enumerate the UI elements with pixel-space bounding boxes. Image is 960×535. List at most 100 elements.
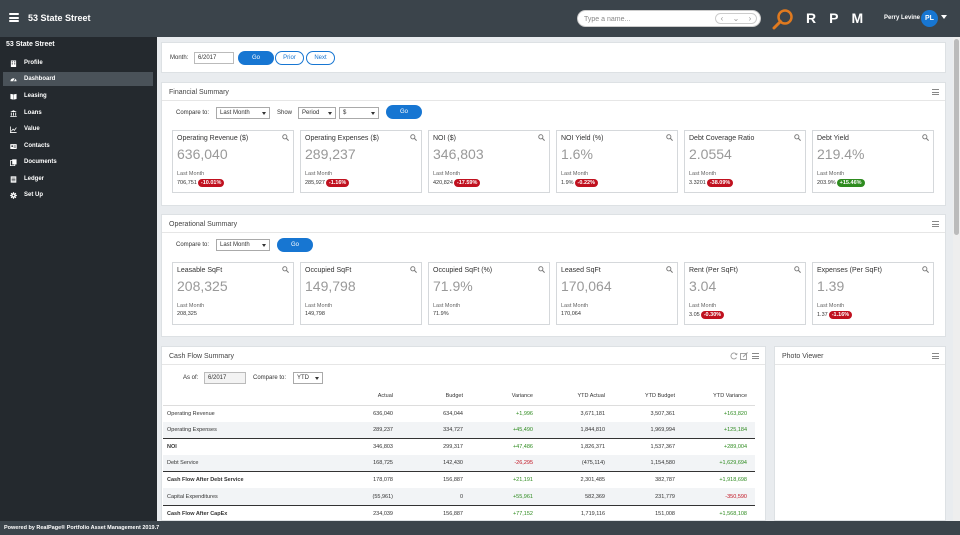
refresh-icon[interactable] [730, 352, 738, 360]
table-row: Capital Expenditures (55,961) 0 +55,961 582,… [163, 488, 755, 506]
kpi-card-value: 149,798 [305, 278, 356, 294]
sidebar-item-setup[interactable]: Set Up [3, 188, 153, 202]
kpi-card-title: Operating Revenue ($) [177, 135, 249, 142]
kpi-card-previous-value: 1.9% [561, 180, 574, 186]
sidebar-item-label: Leasing [24, 93, 47, 99]
operational-go-button[interactable]: Go [277, 238, 313, 252]
search-icon[interactable] [922, 134, 929, 141]
column-header [163, 388, 331, 406]
financial-go-button[interactable]: Go [386, 105, 422, 119]
bank-icon [10, 109, 17, 117]
kpi-card-previous-value: 420,824 [433, 180, 453, 186]
kpi-card: Operating Revenue ($) 636,040 Last Month 70… [172, 130, 294, 193]
avatar[interactable]: PL [921, 10, 938, 27]
table-row: Operating Expenses 289,237 334,727 +45,490 1… [163, 421, 755, 439]
kpi-card-compare-label: Last Month [689, 303, 717, 309]
user-menu-caret-icon[interactable] [941, 15, 947, 19]
panel-menu-icon[interactable] [932, 221, 939, 227]
sidebar-title: 53 State Street [6, 41, 55, 48]
change-badge: -0.30% [700, 311, 725, 319]
kpi-card-previous-value: 149,798 [305, 311, 325, 317]
next-button[interactable]: Next [306, 51, 335, 65]
compare-select[interactable]: Last Month [216, 239, 270, 251]
month-input[interactable]: 6/2017 [194, 52, 234, 64]
search-dropdown-icon[interactable]: ⌄ [732, 13, 740, 23]
sidebar-item-value[interactable]: Value [3, 122, 153, 136]
currency-select[interactable]: $ [339, 107, 379, 119]
panel-menu-icon[interactable] [752, 353, 759, 359]
building-icon [10, 59, 17, 67]
budget-cell: 156,887 [401, 471, 471, 489]
show-select[interactable]: Period [298, 107, 336, 119]
row-label: Capital Expenditures [163, 488, 331, 506]
financial-summary-panel: Financial Summary Compare to: Last Month… [161, 82, 946, 206]
compare-select[interactable]: YTD [293, 372, 323, 384]
search-next-icon[interactable]: › [748, 13, 752, 23]
panel-menu-icon[interactable] [932, 89, 939, 95]
sidebar-item-leasing[interactable]: Leasing [3, 89, 153, 103]
column-header: Budget [401, 388, 471, 406]
change-badge: -17.59% [453, 179, 481, 187]
search-icon[interactable] [282, 266, 289, 273]
kpi-card-previous-value: 170,064 [561, 311, 581, 317]
kpi-card-previous: 208,325 [177, 311, 197, 317]
search-icon[interactable] [410, 134, 417, 141]
kpi-card-title: Occupied SqFt [305, 267, 352, 274]
row-label: Operating Expenses [163, 421, 331, 439]
ytd-variance-cell: +289,004 [683, 437, 755, 456]
operational-summary-panel: Operational Summary Compare to: Last Mon… [161, 214, 946, 337]
kpi-card-title: Rent (Per SqFt) [689, 267, 739, 274]
sidebar-item-profile[interactable]: Profile [3, 56, 153, 70]
column-header: YTD Budget [613, 388, 683, 406]
column-header: Actual [331, 388, 401, 406]
search-icon[interactable] [410, 266, 417, 273]
kpi-card-previous: 285,927 -1.16% [305, 179, 350, 187]
budget-cell: 634,044 [443, 410, 463, 417]
change-badge: +15.46% [836, 179, 865, 187]
search-prev-icon[interactable]: ‹ [720, 13, 724, 23]
table-row: NOI 346,803 299,317 +47,486 1,826,371 1,537,3… [163, 437, 755, 456]
divider [162, 232, 945, 233]
kpi-card-previous-value: 203.9% [817, 180, 836, 186]
page-scrollbar[interactable] [953, 37, 960, 521]
user-name[interactable]: Perry Levine [884, 15, 921, 21]
top-bar: 53 State Street ‹ ⌄ › RPM Perry Levine P… [0, 0, 960, 37]
kpi-card-compare-label: Last Month [433, 303, 461, 309]
kpi-card-value: 289,237 [305, 146, 356, 162]
month-go-button[interactable]: Go [238, 51, 274, 65]
sidebar-item-contacts[interactable]: Contacts [3, 139, 153, 153]
kpi-card-compare-label: Last Month [305, 303, 333, 309]
search-icon[interactable] [666, 134, 673, 141]
search-icon[interactable] [538, 266, 545, 273]
kpi-card: Occupied SqFt (%) 71.9% Last Month 71.9% [428, 262, 550, 325]
row-label: Cash Flow After Debt Service [163, 471, 331, 489]
sidebar-item-loans[interactable]: Loans [3, 106, 153, 120]
search-icon[interactable] [282, 134, 289, 141]
compare-select[interactable]: Last Month [216, 107, 270, 119]
hamburger-menu-icon[interactable] [9, 13, 19, 22]
search-icon[interactable] [922, 266, 929, 273]
sidebar-item-dashboard[interactable]: Dashboard [3, 72, 153, 86]
export-icon[interactable] [740, 352, 748, 360]
search-icon[interactable] [771, 8, 795, 30]
kpi-card-compare-label: Last Month [433, 171, 461, 177]
search-icon[interactable] [794, 134, 801, 141]
sidebar-item-ledger[interactable]: Ledger [3, 172, 153, 186]
kpi-card-title: Expenses (Per SqFt) [817, 267, 882, 274]
ytd-budget-cell: 151,008 [613, 504, 683, 522]
search-icon[interactable] [666, 266, 673, 273]
prior-button[interactable]: Prior [275, 51, 304, 65]
photo-viewer-panel: Photo Viewer [774, 346, 946, 521]
panel-menu-icon[interactable] [932, 353, 939, 359]
documents-icon [10, 158, 17, 166]
scrollbar-thumb[interactable] [954, 39, 959, 235]
search-icon[interactable] [794, 266, 801, 273]
footer-text: Powered by RealPage® Portfolio Asset Man… [0, 521, 960, 535]
kpi-card-compare-label: Last Month [561, 303, 589, 309]
gear-icon [10, 191, 17, 199]
search-icon[interactable] [538, 134, 545, 141]
name-search-input[interactable] [584, 13, 704, 25]
as-of-input[interactable]: 6/2017 [204, 372, 246, 384]
kpi-card-compare-label: Last Month [817, 303, 845, 309]
sidebar-item-documents[interactable]: Documents [3, 155, 153, 169]
